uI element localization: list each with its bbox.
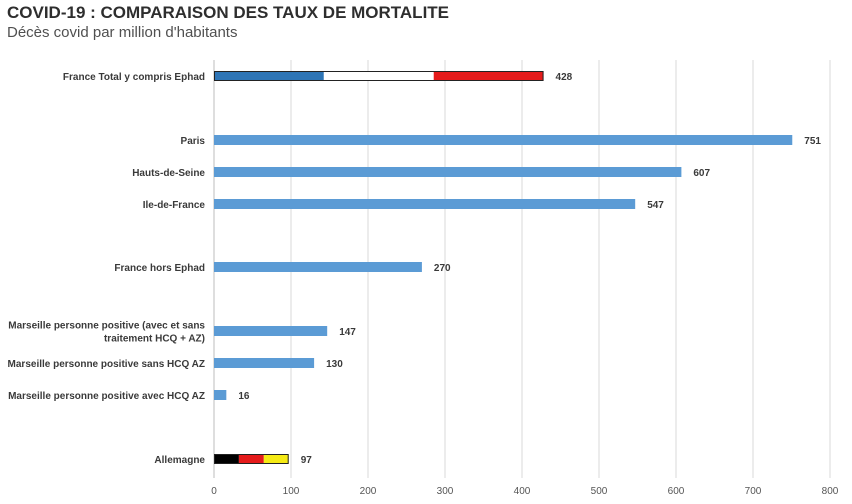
bar-value-label: 428 <box>556 72 573 83</box>
category-label: Marseille personne positive (avec et san… <box>8 321 205 332</box>
bar <box>214 358 315 368</box>
bar-segment <box>238 454 264 464</box>
category-label: Marseille personne positive sans HCQ AZ <box>8 359 205 370</box>
bar-segment <box>263 454 289 464</box>
bar-value-label: 147 <box>339 327 356 338</box>
bar-segment <box>214 71 324 81</box>
bar-segment <box>433 71 544 81</box>
x-tick-label: 800 <box>822 486 839 497</box>
category-label: Hauts-de-Seine <box>132 168 205 179</box>
x-tick-label: 300 <box>437 486 454 497</box>
bar-segment <box>214 454 239 464</box>
category-label: Marseille personne positive avec HCQ AZ <box>8 391 205 402</box>
bar-value-label: 607 <box>693 168 710 179</box>
bar-outline <box>214 71 544 81</box>
bar <box>214 262 422 272</box>
value-labels: 428 751 607 547 270 147 130 16 97 <box>238 72 821 466</box>
bar <box>214 390 227 400</box>
x-axis-ticks: 0 100 200 300 400 500 600 700 800 <box>211 486 839 497</box>
x-tick-label: 100 <box>283 486 300 497</box>
bar <box>214 199 636 209</box>
x-tick-label: 600 <box>668 486 685 497</box>
category-label: France hors Ephad <box>114 263 205 274</box>
x-tick-label: 700 <box>745 486 762 497</box>
bar <box>214 326 328 336</box>
category-labels: France Total y compris Ephad Paris Hauts-d… <box>8 72 206 466</box>
x-tick-label: 500 <box>591 486 608 497</box>
bar <box>214 167 682 177</box>
chart-title: COVID-19 : COMPARAISON DES TAUX DE MORTA… <box>7 3 450 22</box>
bar <box>214 135 793 145</box>
x-tick-label: 200 <box>360 486 377 497</box>
bar-value-label: 97 <box>301 455 313 466</box>
bar-value-label: 130 <box>326 359 343 370</box>
chart-subtitle: Décès covid par million d'habitants <box>7 24 238 41</box>
category-label: traitement HCQ + AZ) <box>104 334 205 345</box>
bar-value-label: 751 <box>804 136 821 147</box>
bar-outline <box>214 454 289 464</box>
x-tick-label: 400 <box>514 486 531 497</box>
x-tick-label: 0 <box>211 486 217 497</box>
bar-value-label: 547 <box>647 200 664 211</box>
grid-lines <box>213 60 831 478</box>
category-label: France Total y compris Ephad <box>63 72 205 83</box>
category-label: Allemagne <box>154 455 205 466</box>
bars <box>214 71 793 464</box>
bar-value-label: 270 <box>434 263 451 274</box>
bar-value-label: 16 <box>238 391 250 402</box>
category-label: Ile-de-France <box>143 200 206 211</box>
category-label: Paris <box>181 136 206 147</box>
bar-segment <box>323 71 434 81</box>
